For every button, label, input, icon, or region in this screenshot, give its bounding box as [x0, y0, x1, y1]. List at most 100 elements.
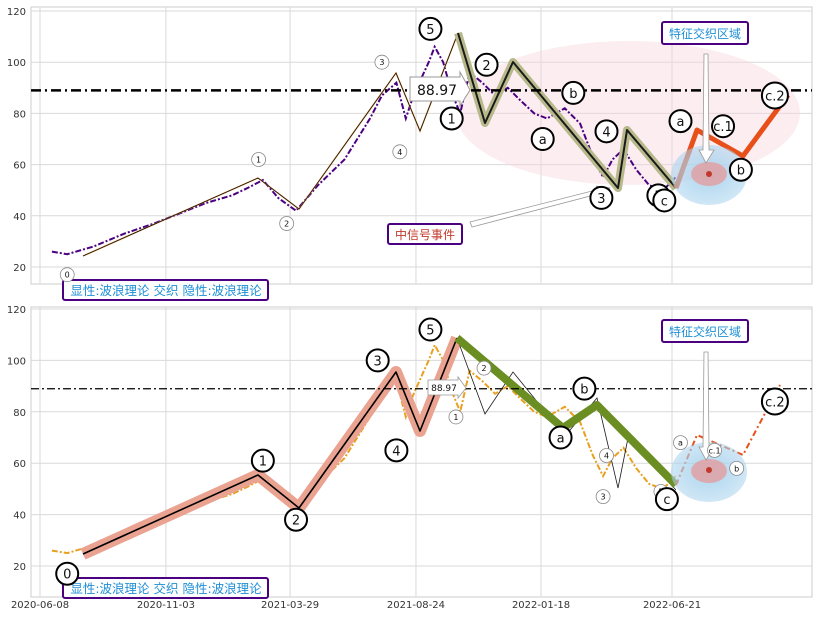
y-tick-label: 60 [13, 161, 26, 172]
top-event-label-box: 中信号事件 [387, 223, 463, 245]
wave-marker-circle [561, 80, 586, 105]
wave-marker-circle [711, 114, 736, 139]
bottom-legend-text: 显性:波浪理论 交织 隐性:波浪理论 [70, 581, 262, 596]
wave-marker-label: 5 [426, 23, 434, 38]
top-value-label: 88.97 [417, 83, 457, 99]
wave-marker-circle [594, 119, 619, 144]
wave-marker-label: 4 [397, 148, 402, 157]
x-tick-label: 2021-03-29 [261, 600, 319, 611]
wave-marker-label: 3 [601, 493, 606, 502]
x-tick-label: 2022-01-18 [512, 600, 570, 611]
bottom-value-arrow: 88.97 [427, 375, 467, 400]
wave-marker-label: 0 [63, 568, 71, 583]
wave-marker-circle [589, 185, 614, 210]
wave-marker: 4 [384, 438, 409, 463]
x-tick-label: 2021-08-24 [387, 600, 445, 611]
wave-marker: a [668, 109, 693, 134]
y-tick-label: 80 [13, 408, 26, 419]
wave-marker: c.1 [711, 114, 736, 139]
top-zone-label: 特征交织区域 [669, 26, 741, 41]
wave-marker-label: 0 [65, 271, 70, 280]
wave-marker-label: 1 [259, 455, 267, 470]
y-tick-label: 120 [7, 305, 26, 316]
wave-marker: c.1 [707, 442, 722, 458]
wave-marker-label: 3 [379, 58, 384, 67]
wave-marker: 5 [418, 16, 443, 41]
y-tick-label: 100 [7, 356, 26, 367]
wave-marker-circle [548, 425, 573, 450]
wave-marker: 1 [448, 409, 464, 425]
wave-marker-label: c [661, 194, 668, 209]
wave-marker-circle [59, 267, 75, 283]
wave-marker-label: b [734, 464, 739, 473]
bottom-legend-box: 显性:波浪理论 交织 隐性:波浪理论 [62, 577, 269, 599]
bottom-wave-markers: 01234512ab345cac.1bc.2 [55, 317, 789, 586]
wave-marker-circle [729, 460, 745, 476]
wave-marker-label: b [580, 383, 588, 398]
bottom-price-line [51, 342, 677, 555]
wave-marker: 2 [279, 216, 295, 231]
y-tick-label: 20 [13, 562, 26, 573]
y-tick-label: 120 [7, 7, 26, 18]
bottom-zone-label: 特征交织区域 [669, 324, 741, 339]
wave-marker-label: 3 [597, 192, 605, 207]
wave-marker-label: 2 [284, 219, 289, 228]
wave-marker-circle [55, 561, 80, 586]
wave-marker-label: a [557, 432, 565, 447]
wave-marker: 4 [392, 144, 408, 160]
wave-marker-label: c [663, 493, 670, 508]
wave-marker-label: 2 [292, 514, 300, 529]
wave-marker: 1 [250, 448, 275, 473]
wave-marker-label: a [678, 439, 683, 448]
wave-marker-circle [418, 16, 443, 41]
wave-marker-circle [439, 106, 464, 131]
top-wave-impulse-core [82, 32, 459, 257]
wave-marker-circle [384, 438, 409, 463]
top-gridlines [31, 7, 812, 284]
wave-marker-label: c.1 [709, 446, 721, 455]
wave-marker: c.2 [760, 81, 789, 110]
wave-marker: 3 [595, 489, 611, 505]
wave-marker: b [728, 157, 753, 182]
wave-marker: b [572, 376, 597, 401]
top-y-ticks: 20 40 60 80 100 120 [7, 7, 26, 274]
x-tick-label: 2020-11-03 [137, 600, 195, 611]
wave-marker: b [729, 460, 745, 476]
wave-marker-label: a [677, 115, 685, 130]
wave-marker-circle [760, 81, 789, 110]
wave-marker: c [652, 188, 677, 213]
top-event-label: 中信号事件 [395, 227, 455, 242]
wave-marker-label: 2 [481, 364, 486, 373]
wave-marker-label: b [569, 87, 577, 102]
bottom-y-ticks: 20 40 60 80 100 120 [7, 305, 26, 573]
wave-marker-label: b [737, 164, 745, 179]
wave-marker: 2 [476, 360, 492, 376]
top-legend-box: 显性:波浪理论 交织 隐性:波浪理论 [62, 279, 269, 301]
y-tick-label: 100 [7, 58, 26, 69]
wave-marker-circle [251, 152, 267, 167]
wave-marker-label: 5 [426, 324, 434, 339]
top-target-point [706, 171, 712, 177]
wave-marker-label: 1 [256, 155, 261, 164]
y-tick-label: 40 [13, 511, 26, 522]
wave-marker: 4 [599, 448, 614, 463]
x-tick-label: 2022-06-21 [643, 600, 701, 611]
wave-marker-circle [572, 376, 597, 401]
wave-marker-label: 4 [604, 451, 609, 460]
wave-marker-circle [392, 144, 408, 160]
wave-marker-circle [474, 52, 499, 77]
bottom-wave-impulse [82, 337, 458, 555]
wave-marker-circle [668, 109, 693, 134]
wave-marker: a [548, 425, 573, 450]
bottom-wave-corrective [454, 334, 679, 488]
wave-marker-label: 1 [448, 113, 456, 128]
wave-marker-circle [279, 216, 295, 231]
wave-marker-circle [365, 348, 390, 373]
wave-marker-circle [595, 489, 611, 505]
wave-marker: 1 [439, 106, 464, 131]
x-tick-label: 2020-06-08 [11, 600, 69, 611]
wave-marker-circle [652, 188, 677, 213]
wave-marker-circle [728, 157, 753, 182]
wave-marker: c [654, 487, 679, 512]
